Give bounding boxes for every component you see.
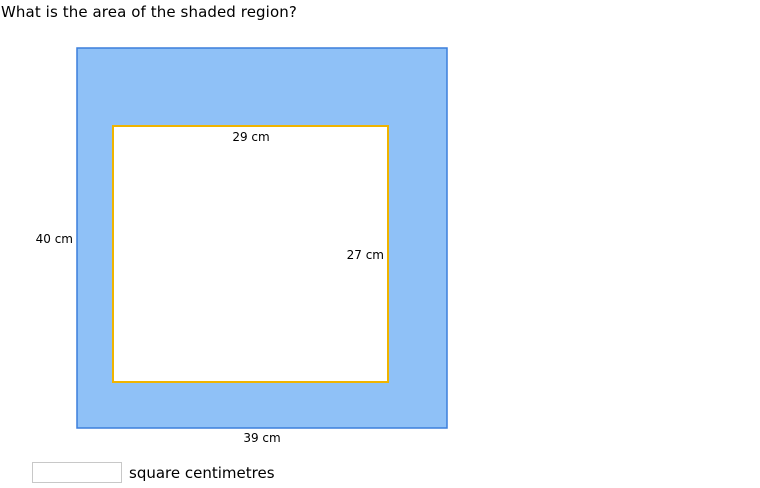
answer-input[interactable] bbox=[32, 462, 122, 483]
inner-rectangle bbox=[112, 125, 389, 383]
inner-height-label: 27 cm bbox=[347, 248, 384, 262]
outer-width-label: 39 cm bbox=[243, 431, 280, 445]
question-text: What is the area of the shaded region? bbox=[1, 3, 297, 21]
answer-row: square centimetres bbox=[32, 462, 275, 483]
outer-height-label: 40 cm bbox=[36, 232, 73, 246]
inner-width-label: 29 cm bbox=[232, 130, 269, 144]
unit-label: square centimetres bbox=[129, 463, 275, 482]
